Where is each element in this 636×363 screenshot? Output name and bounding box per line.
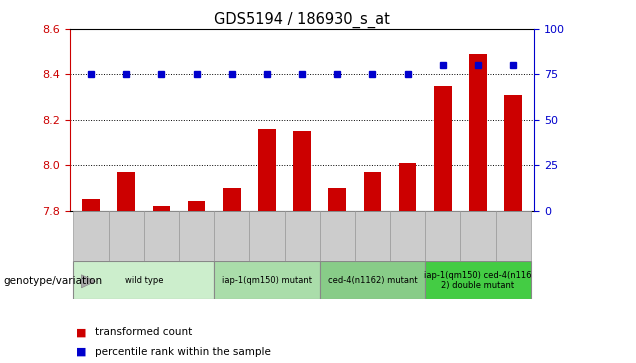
Bar xyxy=(425,261,530,299)
Bar xyxy=(504,95,522,211)
Bar xyxy=(82,199,100,211)
Bar xyxy=(74,261,214,299)
Bar xyxy=(469,54,487,211)
Bar xyxy=(495,211,530,261)
Bar xyxy=(425,211,460,261)
Bar xyxy=(320,261,425,299)
Bar xyxy=(74,211,109,261)
Bar xyxy=(390,211,425,261)
Bar xyxy=(293,131,311,211)
Text: iap-1(qm150) mutant: iap-1(qm150) mutant xyxy=(222,276,312,285)
Text: ■: ■ xyxy=(76,347,87,357)
Bar xyxy=(188,201,205,211)
Bar xyxy=(214,261,320,299)
Text: transformed count: transformed count xyxy=(95,327,193,337)
Bar xyxy=(258,129,276,211)
Bar xyxy=(284,211,320,261)
Title: GDS5194 / 186930_s_at: GDS5194 / 186930_s_at xyxy=(214,12,390,28)
Text: genotype/variation: genotype/variation xyxy=(3,276,102,286)
Text: ced-4(n1162) mutant: ced-4(n1162) mutant xyxy=(328,276,417,285)
Bar xyxy=(364,172,381,211)
Bar xyxy=(355,211,390,261)
Bar xyxy=(153,206,170,211)
Bar xyxy=(223,188,240,211)
Bar xyxy=(109,211,144,261)
Bar xyxy=(434,86,452,211)
Text: ■: ■ xyxy=(76,327,87,337)
Text: percentile rank within the sample: percentile rank within the sample xyxy=(95,347,272,357)
Bar xyxy=(118,172,135,211)
Bar xyxy=(144,211,179,261)
Polygon shape xyxy=(81,275,95,288)
Text: iap-1(qm150) ced-4(n116
2) double mutant: iap-1(qm150) ced-4(n116 2) double mutant xyxy=(424,271,532,290)
Bar xyxy=(328,188,346,211)
Bar xyxy=(249,211,284,261)
Bar xyxy=(399,163,417,211)
Bar xyxy=(320,211,355,261)
Bar xyxy=(460,211,495,261)
Bar xyxy=(214,211,249,261)
Bar xyxy=(179,211,214,261)
Text: wild type: wild type xyxy=(125,276,163,285)
